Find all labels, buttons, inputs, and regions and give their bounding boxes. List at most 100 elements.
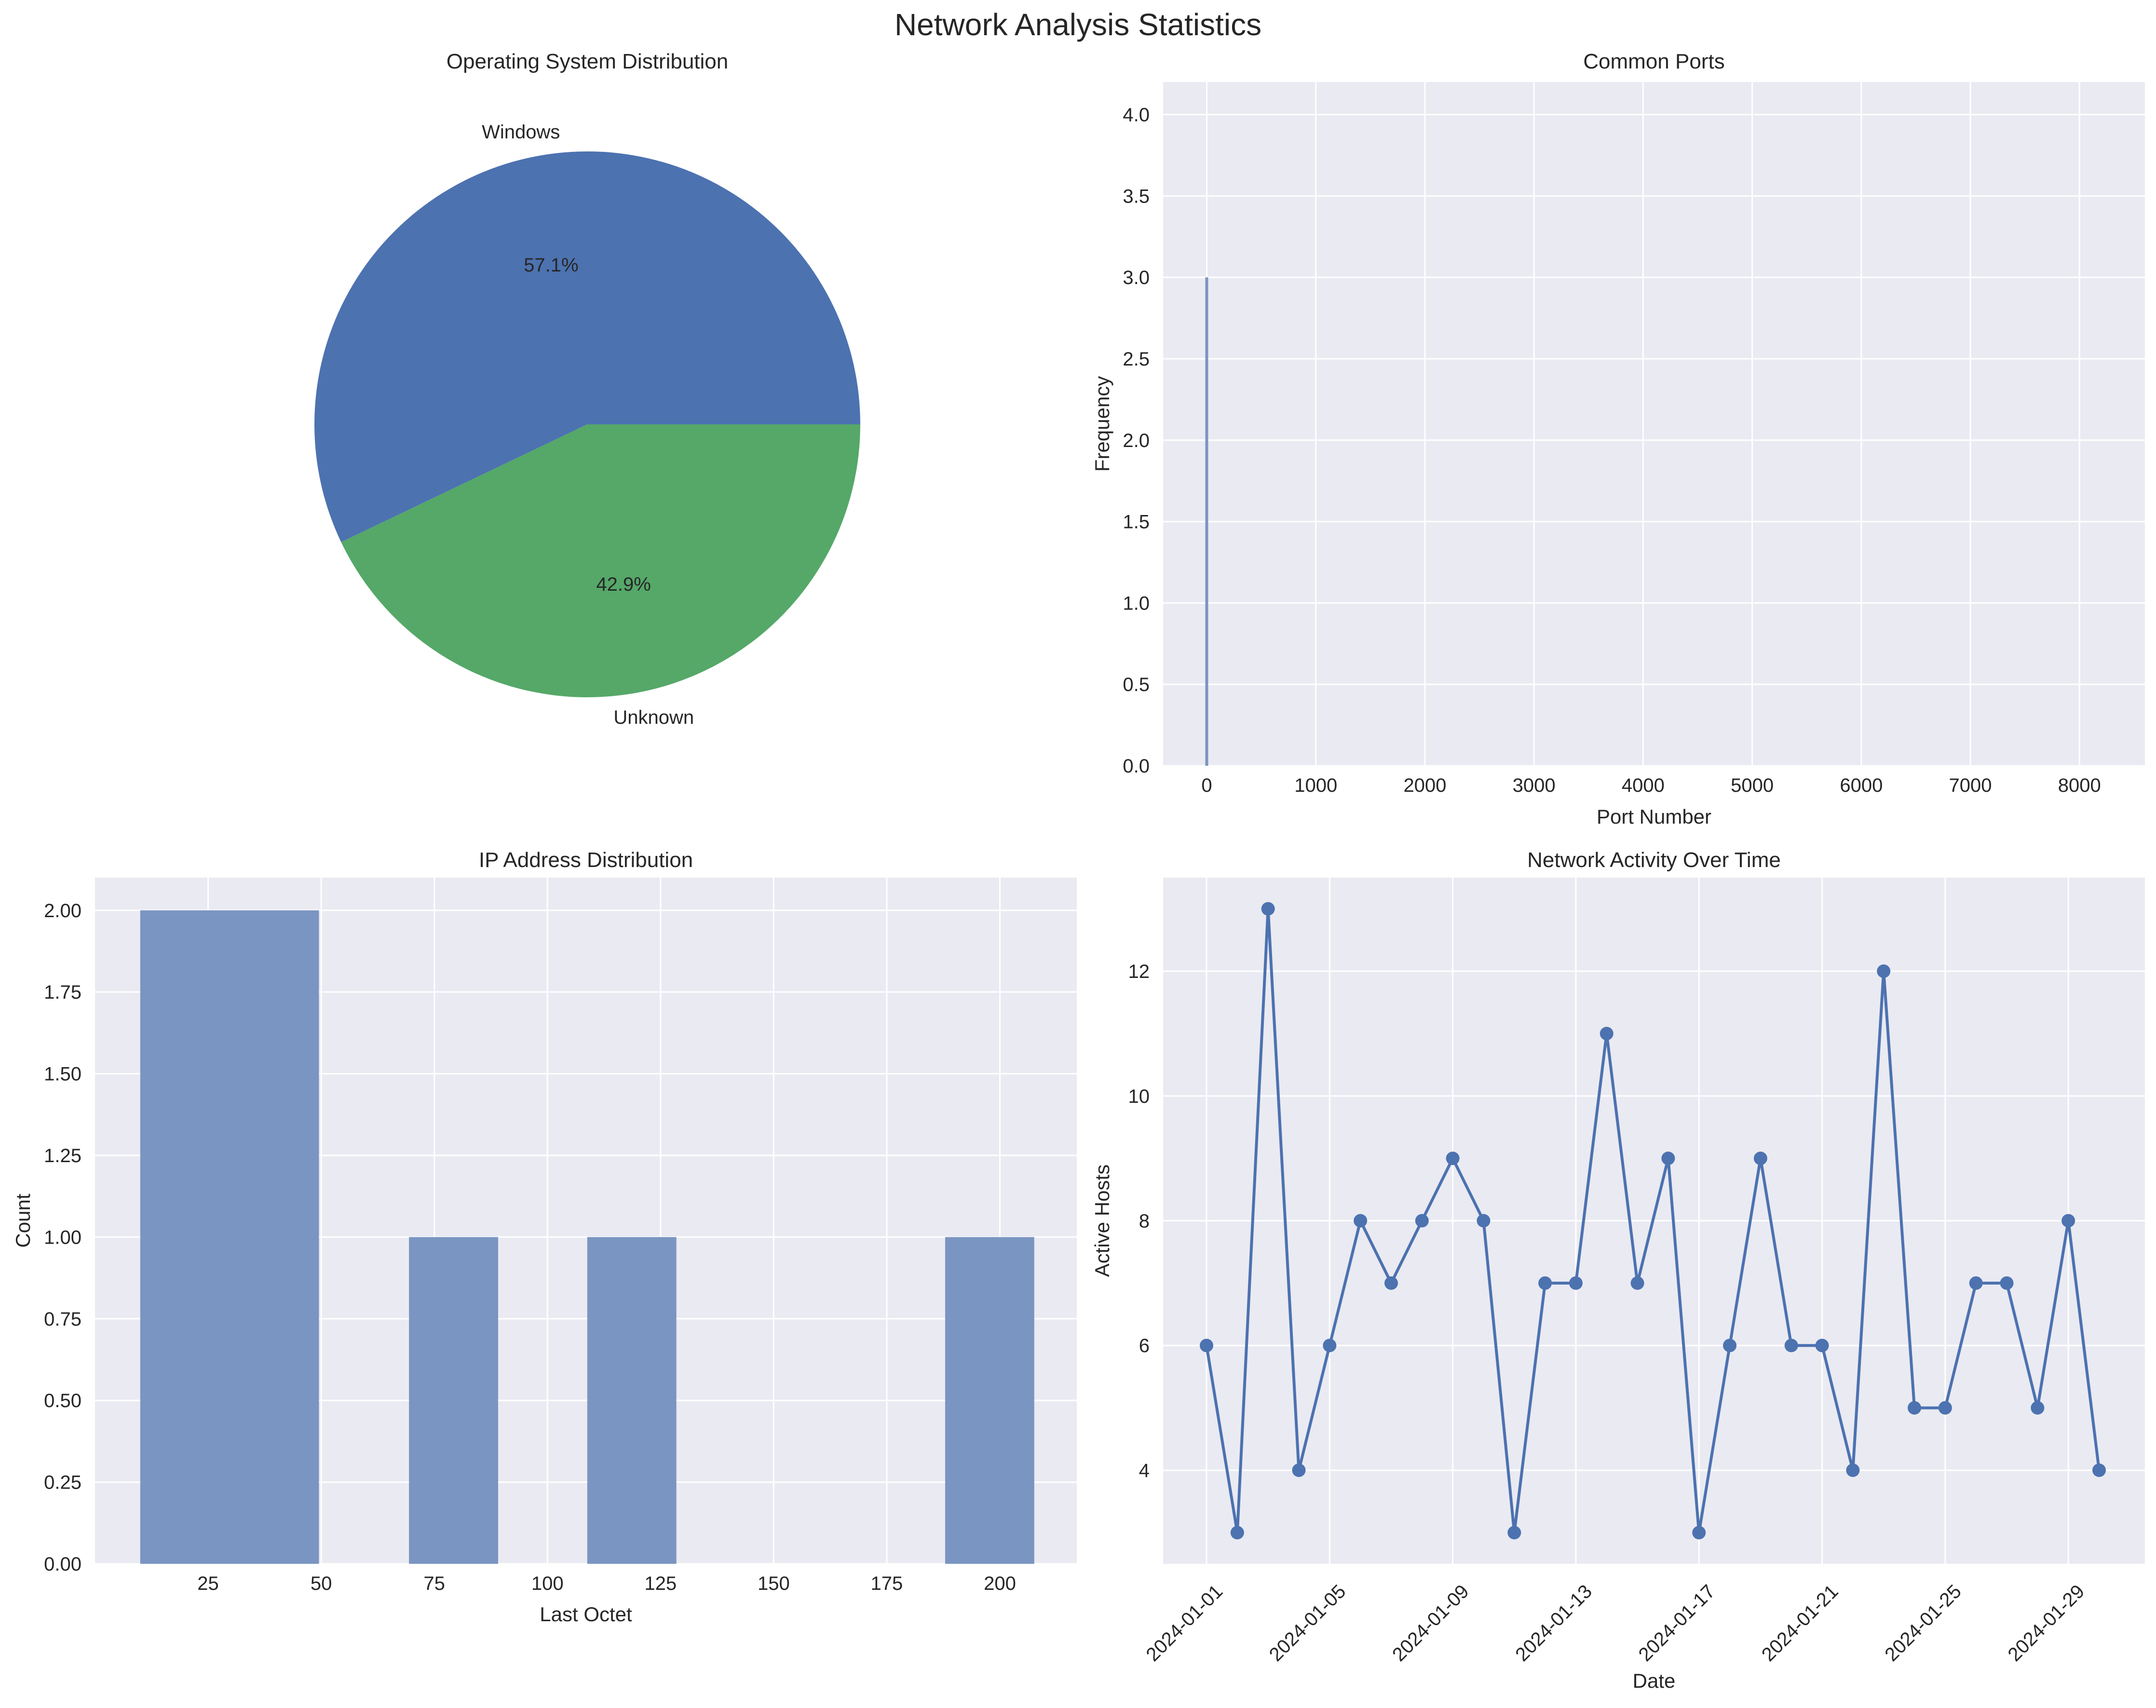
activity-point [1200,1339,1213,1353]
activity-ytick: 8 [1139,1211,1150,1232]
ports-ytick: 3.0 [1123,267,1150,288]
activity-line [1205,907,2101,1534]
ports-title: Common Ports [1583,50,1724,73]
activity-point [1384,1276,1398,1290]
activity-point [1507,1526,1521,1540]
ip-ytick: 1.50 [44,1064,81,1085]
ip-xtick: 75 [423,1573,445,1594]
activity-xlabel: Date [1633,1669,1676,1692]
activity-ytick: 10 [1128,1086,1150,1107]
ip-xtick: 150 [758,1573,790,1594]
ports-ytick: 4.0 [1123,105,1150,126]
activity-point [1630,1276,1644,1290]
activity-ytick: 4 [1139,1460,1150,1481]
ports-xtick: 7000 [1949,775,1992,796]
ports-ylabel: Frequency [1091,376,1113,472]
ports-xlabel: Port Number [1597,805,1711,828]
activity-title: Network Activity Over Time [1527,848,1781,872]
ports-plot-area [1163,82,2145,766]
activity-point [1969,1276,1983,1290]
activity-xtick: 2024-01-05 [1265,1581,1350,1666]
ip-ytick: 2.00 [44,900,81,922]
figure-title: Network Analysis Statistics [894,7,1262,42]
ports-xtick: 2000 [1403,775,1446,796]
activity-point [2000,1276,2014,1290]
ports-ytick: 1.0 [1123,593,1150,614]
pie-label-unknown: Unknown [613,707,694,728]
activity-point [1569,1276,1583,1290]
activity-point [1784,1339,1798,1353]
ip-ytick: 0.75 [44,1309,81,1330]
ports-ytick: 2.5 [1123,349,1150,370]
ports-xtick: 6000 [1840,775,1883,796]
ip-ytick: 1.25 [44,1145,81,1166]
ports-xtick: 5000 [1731,775,1774,796]
ip-ytick: 0.50 [44,1390,81,1411]
activity-ylabel: Active Hosts [1091,1165,1113,1277]
ports-ytick: 0.0 [1123,756,1150,777]
ip-ytick: 0.25 [44,1472,81,1493]
activity-point [1323,1339,1337,1353]
ip-xtick: 50 [311,1573,332,1594]
activity-point [1938,1401,1952,1415]
activity-xtick: 2024-01-21 [1758,1581,1843,1666]
activity-point [1723,1339,1737,1353]
activity-point [1815,1339,1829,1353]
activity-point [1600,1027,1614,1041]
activity-point [2092,1463,2106,1477]
activity-xtick: 2024-01-09 [1388,1581,1473,1666]
activity-xtick: 2024-01-13 [1511,1581,1596,1666]
activity-xtick: 2024-01-29 [2004,1581,2089,1666]
ip-bar [587,1237,677,1564]
activity-xtick: 2024-01-25 [1881,1581,1966,1666]
ip-ytick: 1.00 [44,1227,81,1248]
activity-point [1877,964,1891,978]
ip-xtick: 175 [871,1573,903,1594]
ip-xtick: 25 [197,1573,219,1594]
ip-ylabel: Count [12,1193,34,1247]
activity-point [1692,1526,1706,1540]
pie-title: Operating System Distribution [447,50,728,73]
pie-percent-windows: 57.1% [524,255,578,276]
ports-xtick: 1000 [1294,775,1337,796]
activity-point [1261,902,1275,916]
ip-xtick: 200 [984,1573,1016,1594]
activity-point [1538,1276,1552,1290]
activity-xtick: 2024-01-17 [1635,1581,1720,1666]
activity-ytick: 6 [1139,1335,1150,1356]
activity-point [1292,1463,1306,1477]
activity-point [1661,1152,1675,1166]
activity-point [2031,1401,2045,1415]
activity-point [1415,1214,1429,1228]
ip-title: IP Address Distribution [479,848,693,872]
ports-bar [1205,277,1208,766]
ports-ytick: 0.5 [1123,674,1150,695]
ports-xtick: 0 [1201,775,1212,796]
ip-bar [945,1237,1034,1564]
ip-bar [140,910,319,1564]
activity-point [1230,1526,1244,1540]
activity-point [2061,1214,2075,1228]
activity-point [1477,1214,1491,1228]
ports-xtick: 8000 [2058,775,2101,796]
activity-point [1446,1152,1460,1166]
activity-point [1846,1463,1860,1477]
ip-xtick: 125 [644,1573,677,1594]
ip-ytick: 1.75 [44,982,81,1003]
ports-ytick: 1.5 [1123,512,1150,533]
ports-xtick: 4000 [1622,775,1665,796]
activity-point [1908,1401,1922,1415]
pie-label-windows: Windows [482,122,560,143]
pie-slice-unknown [341,424,861,697]
ports-ytick: 2.0 [1123,430,1150,451]
activity-point [1354,1214,1368,1228]
ip-ytick: 0.00 [44,1554,81,1575]
ports-xtick: 3000 [1513,775,1556,796]
activity-point [1753,1152,1767,1166]
ip-xlabel: Last Octet [540,1603,632,1626]
pie-slice-windows [314,151,860,542]
activity-xtick: 2024-01-01 [1142,1581,1227,1666]
ip-xtick: 100 [531,1573,564,1594]
